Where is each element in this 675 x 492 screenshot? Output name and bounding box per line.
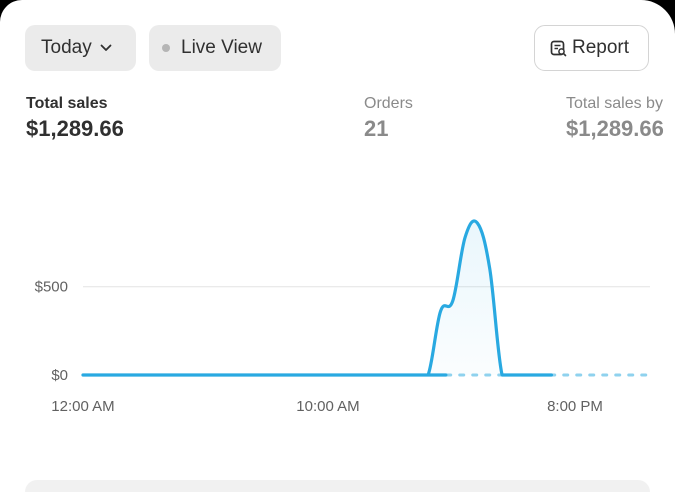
- live-view-label: Live View: [181, 37, 262, 58]
- x-tick-label: 10:00 AM: [296, 398, 359, 415]
- sales-area: [83, 220, 552, 375]
- y-tick-label: $500: [35, 279, 68, 296]
- sales-line: [81, 219, 553, 377]
- report-label: Report: [572, 37, 630, 58]
- report-button[interactable]: Report: [534, 25, 649, 71]
- report-icon: [550, 40, 567, 56]
- total-sales-by-label[interactable]: Total sales by: [566, 95, 663, 112]
- live-view-button[interactable]: Live View: [149, 25, 281, 71]
- total-sales-by-value: $1,289.66: [566, 116, 664, 141]
- bottom-panel: [25, 480, 650, 492]
- x-tick-label: 8:00 PM: [547, 398, 603, 415]
- date-range-selector[interactable]: Today: [25, 25, 136, 71]
- orders-value: 21: [364, 116, 389, 141]
- chevron-down-icon: [100, 44, 112, 51]
- total-sales-value: $1,289.66: [26, 116, 124, 141]
- y-tick-label: $0: [51, 367, 68, 384]
- x-tick-label: 12:00 AM: [51, 398, 114, 415]
- date-range-label: Today: [41, 37, 92, 58]
- orders-label[interactable]: Orders: [364, 95, 413, 112]
- total-sales-label[interactable]: Total sales: [26, 95, 108, 112]
- status-dot-icon: [162, 44, 170, 52]
